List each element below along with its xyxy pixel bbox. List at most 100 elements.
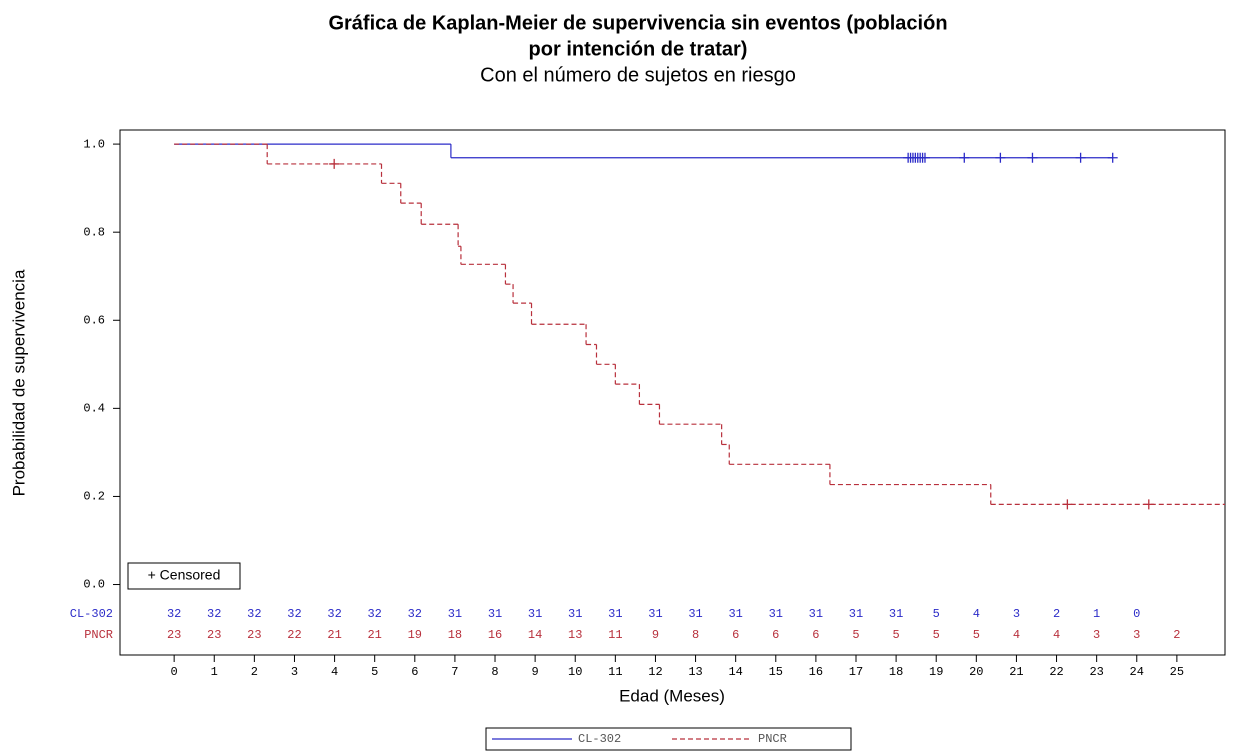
x-tick-label: 19 [929, 665, 943, 679]
censor-mark [1075, 152, 1086, 163]
chart-subtitle: Con el número de sujetos en riesgo [480, 64, 796, 86]
at-risk-count: 5 [973, 628, 980, 642]
censor-mark [1107, 152, 1118, 163]
at-risk-count: 5 [852, 628, 859, 642]
censor-mark [995, 152, 1006, 163]
x-tick-label: 15 [769, 665, 783, 679]
x-tick-label: 13 [688, 665, 702, 679]
at-risk-count: 32 [327, 607, 341, 621]
y-tick-label: 1.0 [83, 137, 105, 151]
y-tick-label: 0.8 [83, 225, 105, 239]
chart-title: Gráfica de Kaplan-Meier de supervivencia… [328, 12, 947, 34]
at-risk-count: 31 [448, 607, 462, 621]
at-risk-count: 32 [287, 607, 301, 621]
at-risk-count: 31 [568, 607, 582, 621]
at-risk-count: 6 [732, 628, 739, 642]
at-risk-count: 22 [287, 628, 301, 642]
plot-frame [119, 129, 1226, 656]
at-risk-count: 31 [488, 607, 502, 621]
x-tick-label: 6 [411, 665, 418, 679]
y-tick-label: 0.0 [83, 578, 105, 592]
at-risk-count: 11 [608, 628, 622, 642]
x-tick-label: 8 [491, 665, 498, 679]
censor-mark [1143, 499, 1154, 510]
x-tick-label: 18 [889, 665, 903, 679]
legend-label: CL-302 [578, 732, 621, 746]
at-risk-count: 23 [207, 628, 221, 642]
at-risk-count: 6 [772, 628, 779, 642]
at-risk-count: 32 [247, 607, 261, 621]
at-risk-count: 32 [367, 607, 381, 621]
y-tick-label: 0.4 [83, 402, 105, 416]
at-risk-count: 2 [1173, 628, 1180, 642]
x-tick-label: 21 [1009, 665, 1023, 679]
at-risk-count: 32 [167, 607, 181, 621]
y-axis-label: Probabilidad de supervivencia [9, 269, 28, 496]
at-risk-count: 31 [728, 607, 742, 621]
at-risk-count: 31 [769, 607, 783, 621]
at-risk-count: 5 [933, 628, 940, 642]
censor-mark [1062, 499, 1073, 510]
censor-mark [919, 152, 930, 163]
at-risk-count: 14 [528, 628, 542, 642]
y-tick-label: 0.6 [83, 313, 105, 327]
censor-mark [329, 158, 340, 169]
at-risk-count: 13 [568, 628, 582, 642]
x-tick-label: 16 [809, 665, 823, 679]
at-risk-count: 4 [1013, 628, 1020, 642]
x-tick-label: 20 [969, 665, 983, 679]
at-risk-count: 3 [1093, 628, 1100, 642]
x-tick-label: 24 [1130, 665, 1144, 679]
x-tick-label: 5 [371, 665, 378, 679]
at-risk-count: 3 [1133, 628, 1140, 642]
x-tick-label: 7 [451, 665, 458, 679]
x-tick-label: 9 [532, 665, 539, 679]
at-risk-count: 31 [608, 607, 622, 621]
x-tick-label: 23 [1089, 665, 1103, 679]
x-tick-label: 14 [728, 665, 742, 679]
at-risk-count: 0 [1133, 607, 1140, 621]
x-tick-label: 11 [608, 665, 622, 679]
x-tick-label: 1 [211, 665, 218, 679]
at-risk-count: 8 [692, 628, 699, 642]
at-risk-count: 5 [893, 628, 900, 642]
x-tick-label: 3 [291, 665, 298, 679]
x-tick-label: 4 [331, 665, 338, 679]
censored-box [127, 562, 241, 590]
legend-box [485, 727, 852, 751]
x-tick-label: 0 [171, 665, 178, 679]
at-risk-count: 23 [247, 628, 261, 642]
censor-mark [1027, 152, 1038, 163]
y-tick-label: 0.2 [83, 490, 105, 504]
at-risk-count: 31 [688, 607, 702, 621]
at-risk-count: 5 [933, 607, 940, 621]
at-risk-count: 2 [1053, 607, 1060, 621]
x-tick-label: 25 [1170, 665, 1184, 679]
censor-mark [959, 152, 970, 163]
at-risk-count: 1 [1093, 607, 1100, 621]
x-tick-label: 17 [849, 665, 863, 679]
at-risk-count: 9 [652, 628, 659, 642]
at-risk-count: 31 [648, 607, 662, 621]
at-risk-count: 23 [167, 628, 181, 642]
at-risk-count: 32 [207, 607, 221, 621]
plot-area [174, 143, 1225, 510]
at-risk-count: 18 [448, 628, 462, 642]
x-tick-label: 10 [568, 665, 582, 679]
x-tick-label: 12 [648, 665, 662, 679]
at-risk-row-label: CL-302 [70, 607, 113, 621]
at-risk-row-label: PNCR [84, 628, 113, 642]
at-risk-count: 31 [528, 607, 542, 621]
censored-label: + Censored [148, 567, 221, 583]
x-tick-label: 22 [1049, 665, 1063, 679]
at-risk-count: 21 [327, 628, 341, 642]
at-risk-count: 21 [367, 628, 381, 642]
at-risk-count: 32 [408, 607, 422, 621]
at-risk-count: 4 [1053, 628, 1060, 642]
x-tick-label: 2 [251, 665, 258, 679]
at-risk-count: 31 [889, 607, 903, 621]
at-risk-count: 16 [488, 628, 502, 642]
at-risk-count: 19 [408, 628, 422, 642]
at-risk-count: 31 [809, 607, 823, 621]
